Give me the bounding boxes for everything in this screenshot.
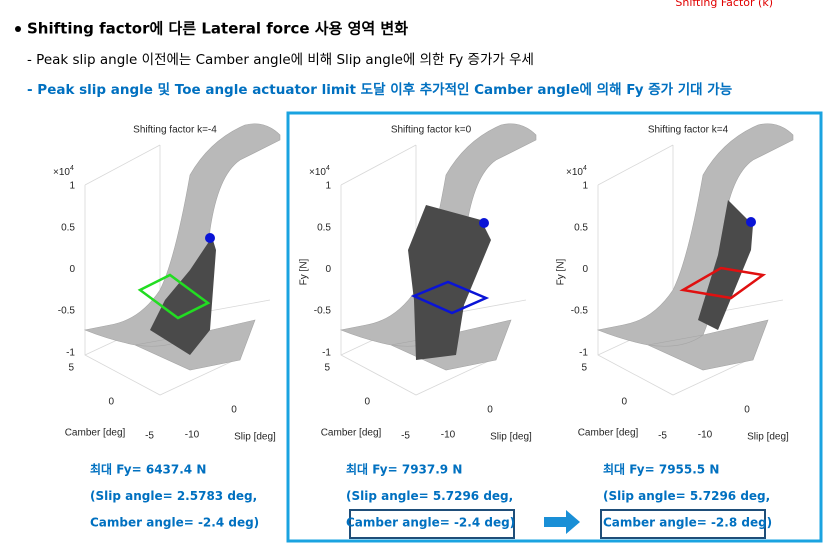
camber-tick-label: 5 <box>581 363 587 374</box>
bullet-line: - Peak slip angle 이전에는 Camber angle에 비해 … <box>27 52 534 68</box>
plot-title: Shifting factor k=0 <box>391 125 472 136</box>
slip-tick-label: 0 <box>487 405 493 416</box>
surface-plot: Shifting factor k=0 ×104 1 0.5 0 -0.5 -1 Fy [N]… <box>299 123 537 530</box>
surface-plot: Shifting factor k=4 ×104 1 0.5 0 -0.5 -1 Fy [N]… <box>556 123 794 530</box>
header-fragment: Shifting Factor (k) <box>675 0 773 9</box>
exponent-base: ×10 <box>566 167 583 178</box>
slip-axis-label: Slip [deg] <box>490 432 532 443</box>
y-tick-label: 0 <box>69 264 75 275</box>
result-line: Camber angle= -2.4 deg) <box>346 516 515 530</box>
plot-title: Shifting factor k=-4 <box>133 125 217 136</box>
result-line: (Slip angle= 2.5783 deg, <box>90 489 257 503</box>
y-tick-label: 1 <box>582 181 588 192</box>
y-axis-label: Fy [N] <box>299 258 310 285</box>
surface <box>596 123 794 371</box>
surface-dark <box>698 200 753 330</box>
y-tick-label: -0.5 <box>58 306 76 317</box>
plot-title: Shifting factor k=4 <box>648 125 729 136</box>
bullet <box>15 26 21 32</box>
camber-tick-label: 0 <box>621 397 627 408</box>
bullet-line: - Peak slip angle 및 Toe angle actuator l… <box>27 81 732 98</box>
bullet-title: Shifting factor에 다른 Lateral force 사용 영역 … <box>27 20 408 38</box>
y-tick-label: 0 <box>582 264 588 275</box>
camber-axis-label: Camber [deg] <box>578 428 639 439</box>
arrow <box>544 510 580 534</box>
exponent: 4 <box>70 165 74 172</box>
exponent-base: ×10 <box>309 167 326 178</box>
peak-marker <box>205 233 215 243</box>
camber-tick-label: -5 <box>401 431 410 442</box>
slip-axis-label: Slip [deg] <box>747 432 789 443</box>
camber-tick-label: 5 <box>68 363 74 374</box>
exponent-base: ×10 <box>53 167 70 178</box>
result-line: 최대 Fy= 7937.9 N <box>346 462 462 477</box>
operating-region <box>137 273 211 320</box>
surface-dark <box>150 237 216 355</box>
peak-marker <box>479 218 489 228</box>
axis-exponent: ×104 <box>309 165 330 178</box>
slip-tick-label: 0 <box>231 405 237 416</box>
result-box <box>600 509 766 539</box>
highlight-box <box>286 111 823 543</box>
y-tick-label: 0 <box>325 264 331 275</box>
result-box <box>349 509 515 539</box>
camber-axis-label: Camber [deg] <box>65 428 126 439</box>
slip-tick-label: 0 <box>744 405 750 416</box>
y-tick-label: -1 <box>66 347 75 358</box>
y-tick-label: 0.5 <box>61 222 75 233</box>
camber-tick-label: 0 <box>364 397 370 408</box>
exponent: 4 <box>326 165 330 172</box>
camber-axis-label: Camber [deg] <box>321 428 382 439</box>
result-line: Camber angle= -2.4 deg) <box>90 516 259 530</box>
y-tick-label: -0.5 <box>314 306 332 317</box>
y-tick-label: -0.5 <box>571 306 589 317</box>
y-tick-label: 0.5 <box>317 222 331 233</box>
y-tick-label: -1 <box>322 347 331 358</box>
result-line: 최대 Fy= 7955.5 N <box>603 462 719 477</box>
result-line: Camber angle= -2.8 deg) <box>603 516 772 530</box>
y-tick-label: 1 <box>325 181 331 192</box>
operating-region <box>679 266 767 300</box>
y-tick-label: 1 <box>69 181 75 192</box>
camber-tick-label: 0 <box>108 397 114 408</box>
axis-exponent: ×104 <box>53 165 74 178</box>
exponent: 4 <box>583 165 587 172</box>
peak-marker <box>746 217 756 227</box>
y-tick-label: -1 <box>579 347 588 358</box>
axis-exponent: ×104 <box>566 165 587 178</box>
operating-region <box>410 280 490 315</box>
camber-tick-label: -5 <box>145 431 154 442</box>
result-line: (Slip angle= 5.7296 deg, <box>346 489 513 503</box>
slip-tick-label: -10 <box>441 430 456 441</box>
result-line: 최대 Fy= 6437.4 N <box>90 462 206 477</box>
y-tick-label: 0.5 <box>574 222 588 233</box>
slip-tick-label: -10 <box>698 430 713 441</box>
slip-tick-label: -10 <box>185 430 200 441</box>
y-axis-label: Fy [N] <box>556 258 567 285</box>
camber-tick-label: 5 <box>324 363 330 374</box>
slip-axis-label: Slip [deg] <box>234 432 276 443</box>
result-line: (Slip angle= 5.7296 deg, <box>603 489 770 503</box>
surface-plot: Shifting factor k=-4 ×104 1 0.5 0 -0.5 -1 5 0 -5 -… <box>53 123 281 530</box>
camber-tick-label: -5 <box>658 431 667 442</box>
